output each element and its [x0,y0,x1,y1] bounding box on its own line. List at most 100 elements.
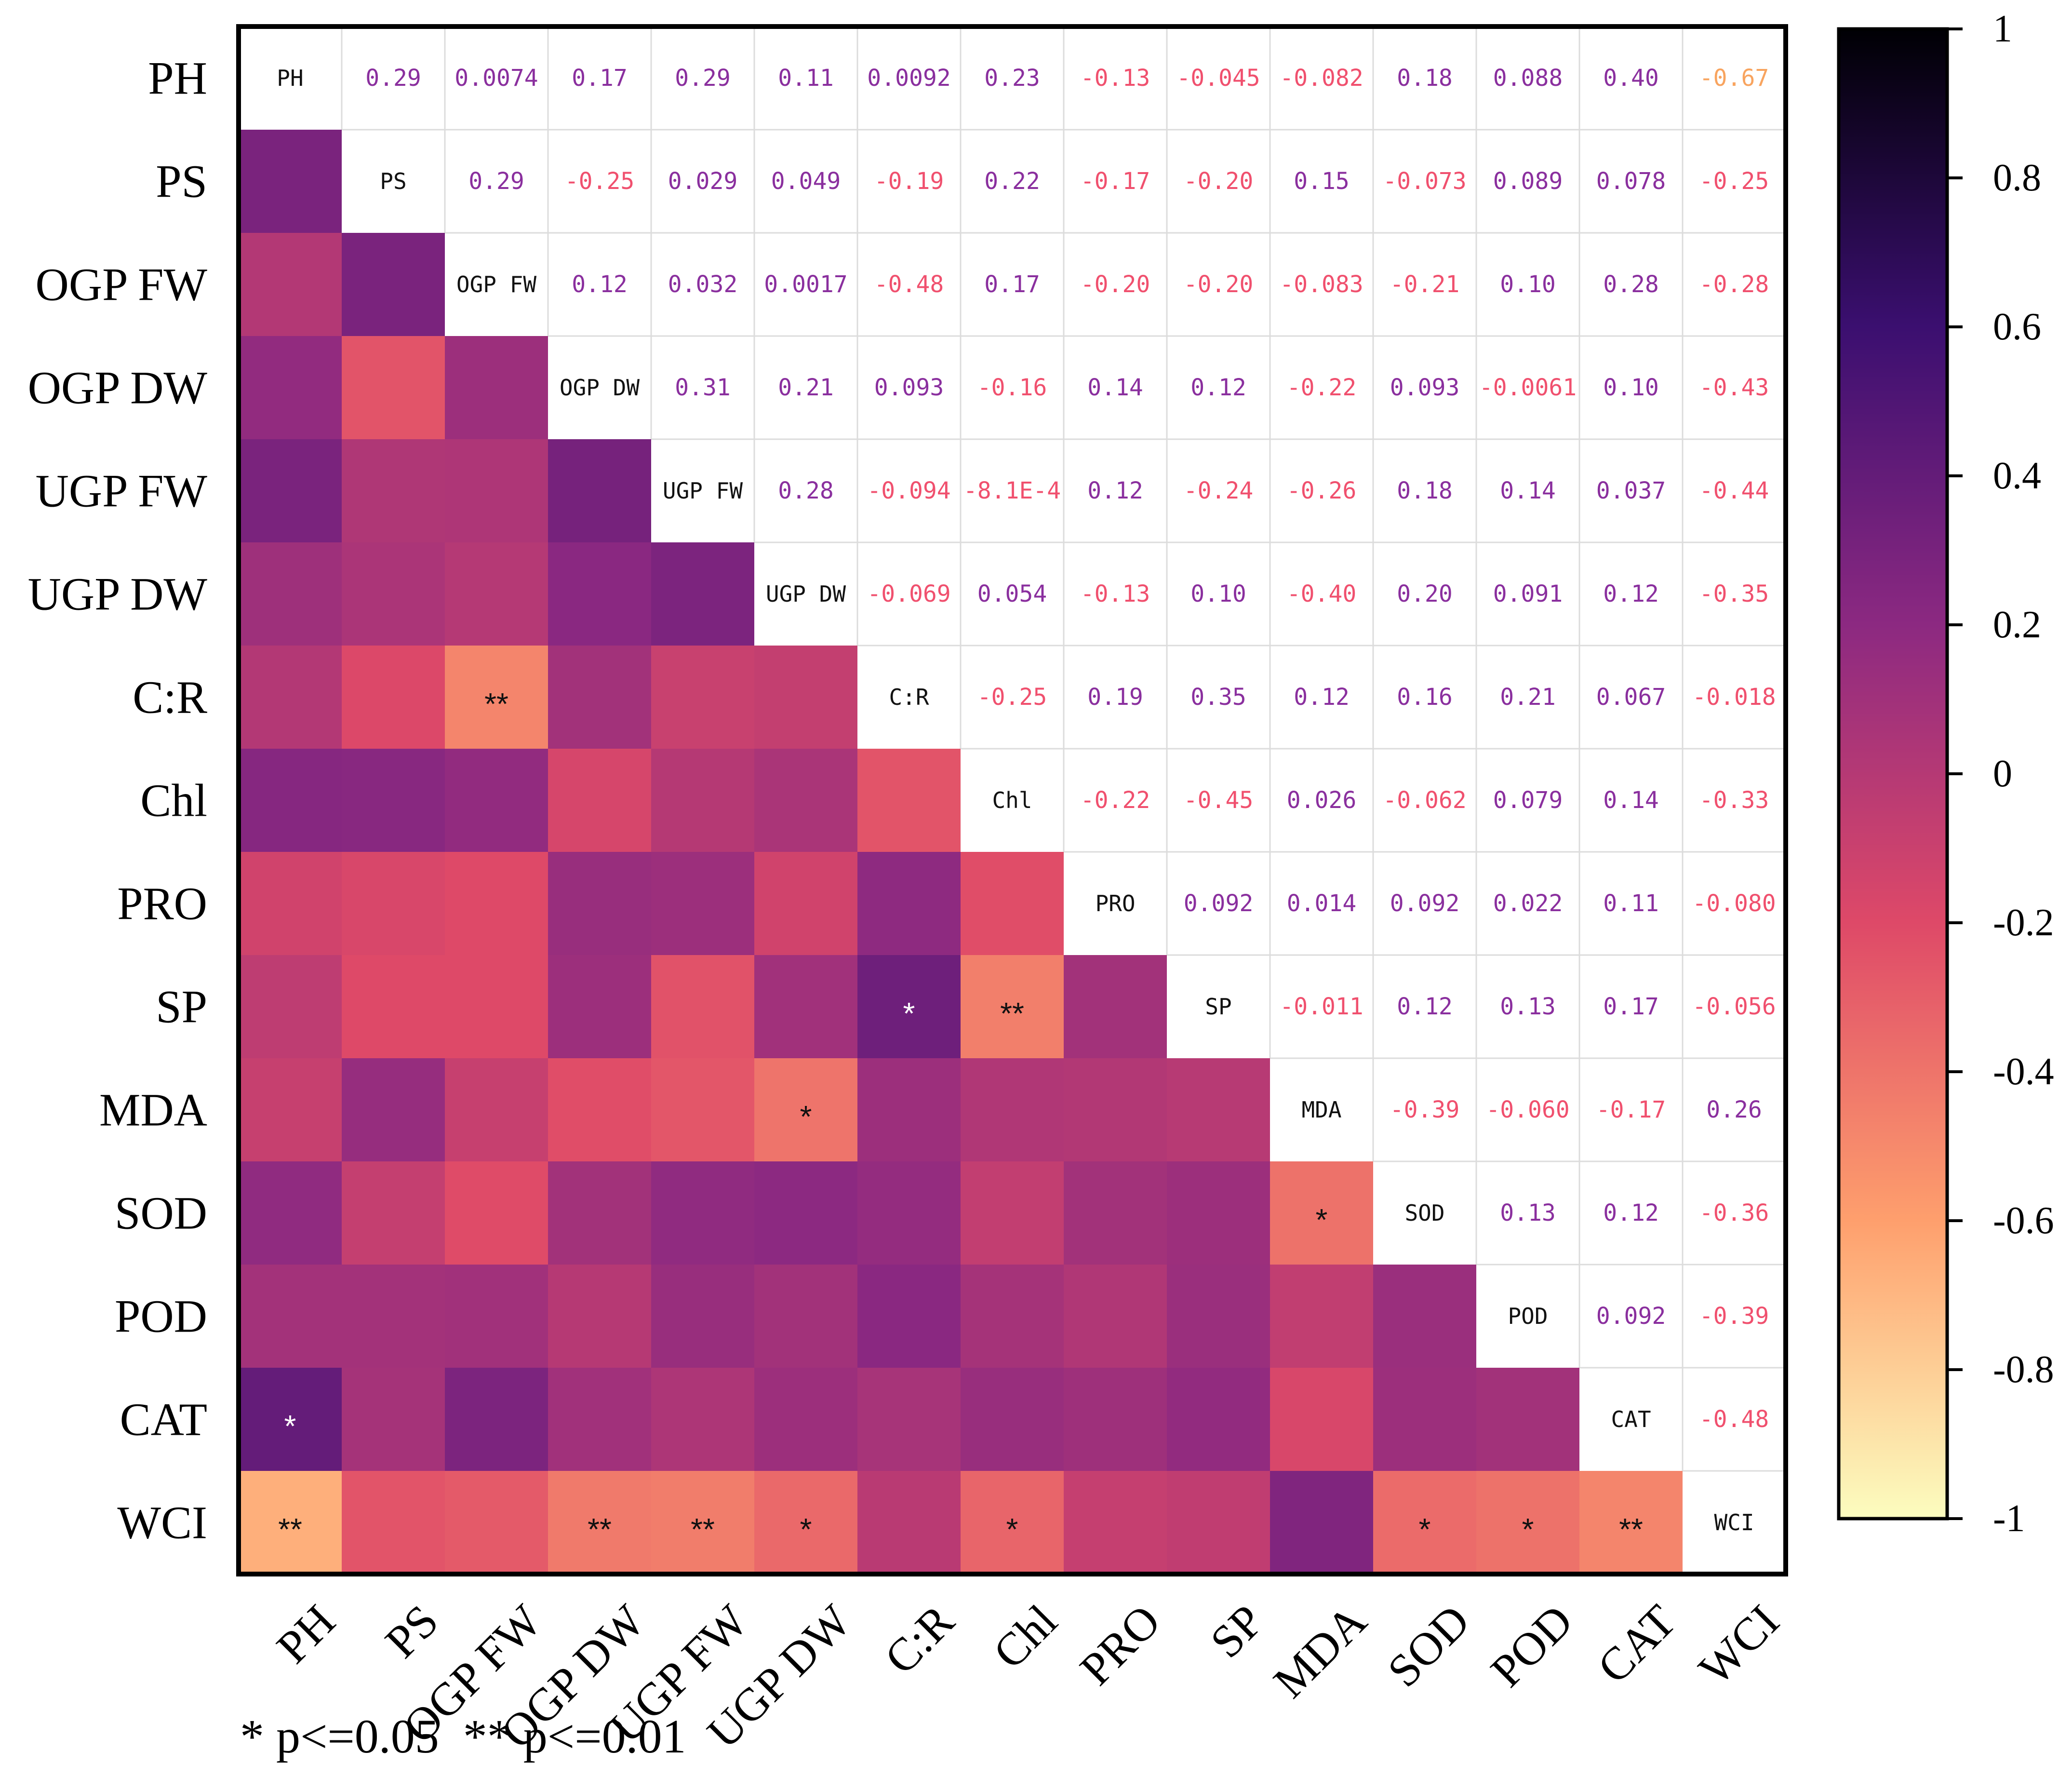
diagonal-cell [754,542,857,646]
upper-cell [1270,233,1373,336]
upper-cell [342,27,445,130]
upper-cell [1579,749,1683,852]
upper-cell [961,439,1064,542]
coefficient-label: 0.029 [668,168,738,195]
upper-cell [754,233,857,336]
coefficient-label: 0.15 [1294,168,1350,195]
upper-cell [651,336,754,439]
color-cell [857,955,961,1058]
coefficient-label: 0.12 [1087,477,1143,504]
coefficient-label: 0.092 [1184,890,1254,917]
column-label: CAT [1588,1595,1686,1693]
coefficient-label: -0.080 [1692,890,1776,917]
upper-cell [857,542,961,646]
coefficient-label: 0.12 [1190,374,1246,401]
coefficient-label: -0.40 [1287,580,1357,607]
color-cell [1373,1368,1476,1471]
heatmap-cells [239,27,1786,1574]
colorbar-tick-label: -0.2 [1993,902,2054,944]
color-cell [1064,1265,1167,1368]
upper-cell [1270,955,1373,1058]
color-cell [857,852,961,955]
upper-cell [1579,1058,1683,1161]
coefficient-label: 0.093 [1390,374,1460,401]
diagonal-cell [1270,1058,1373,1161]
upper-cell [1476,233,1579,336]
column-label: C:R [874,1595,963,1684]
coefficient-label: 0.18 [1397,65,1453,92]
color-cell [445,336,548,439]
color-cell [1167,1265,1270,1368]
upper-cell [1476,542,1579,646]
upper-cell [548,27,651,130]
coefficient-label: 0.12 [1603,1199,1659,1226]
diagonal-label: UGP FW [663,478,743,504]
coefficient-label: 0.28 [1603,271,1659,298]
upper-cell [1476,646,1579,749]
upper-cell [1373,336,1476,439]
row-label: Chl [140,775,207,826]
color-cell [548,1471,651,1574]
row-label: SP [156,981,207,1033]
coefficient-label: 0.16 [1397,684,1453,711]
colorbar-tick-label: 0.2 [1993,604,2041,646]
coefficient-label: 0.049 [771,168,841,195]
upper-cell [754,439,857,542]
upper-cell [1167,336,1270,439]
color-cell [445,1161,548,1265]
color-cell [961,1161,1064,1265]
coefficient-label: 0.20 [1397,580,1453,607]
diagonal-label: PH [277,65,303,91]
coefficient-label: -0.073 [1383,168,1466,195]
upper-cell [548,233,651,336]
significance-mark: * [800,1099,812,1134]
upper-cell [961,130,1064,233]
coefficient-label: -0.22 [1081,787,1150,814]
upper-cell [1683,1368,1786,1471]
color-cell [548,542,651,646]
color-cell [1373,1265,1476,1368]
coefficient-label: -0.056 [1692,993,1776,1020]
color-cell [754,1368,857,1471]
upper-cell [1579,336,1683,439]
diagonal-cell [548,336,651,439]
coefficient-label: -0.67 [1699,65,1769,92]
coefficient-label: -0.069 [867,580,950,607]
upper-cell [1683,336,1786,439]
upper-cell [1373,130,1476,233]
diagonal-cell [1683,1471,1786,1574]
color-cell [1167,1161,1270,1265]
coefficient-label: 0.089 [1493,168,1563,195]
column-label: PS [375,1595,448,1668]
coefficient-label: -0.16 [977,374,1047,401]
color-cell [445,1471,548,1574]
color-cell [651,1368,754,1471]
diagonal-label: CAT [1611,1406,1651,1432]
upper-cell [857,439,961,542]
color-cell [651,1265,754,1368]
coefficient-label: 0.26 [1706,1096,1762,1123]
upper-cell [1683,955,1786,1058]
coefficient-label: -0.48 [1699,1406,1769,1433]
coefficient-label: -0.33 [1699,787,1769,814]
diagonal-label: OGP DW [560,375,640,401]
diagonal-label: WCI [1714,1509,1754,1536]
coefficient-label: -0.19 [874,168,944,195]
color-cell [239,439,342,542]
color-cell [961,852,1064,955]
coefficient-label: 0.088 [1493,65,1563,92]
upper-cell [1064,646,1167,749]
upper-cell [1373,233,1476,336]
color-cell [548,955,651,1058]
row-label: UGP FW [36,465,208,517]
coefficient-label: 0.18 [1397,477,1453,504]
coefficient-label: 0.0074 [455,65,538,92]
coefficient-label: -0.39 [1390,1096,1460,1123]
color-cell [342,749,445,852]
coefficient-label: 0.29 [675,65,731,92]
coefficient-label: 0.19 [1087,684,1143,711]
coefficient-label: 0.026 [1287,787,1357,814]
coefficient-label: 0.10 [1500,271,1556,298]
upper-cell [1270,646,1373,749]
row-label: PS [156,156,207,207]
